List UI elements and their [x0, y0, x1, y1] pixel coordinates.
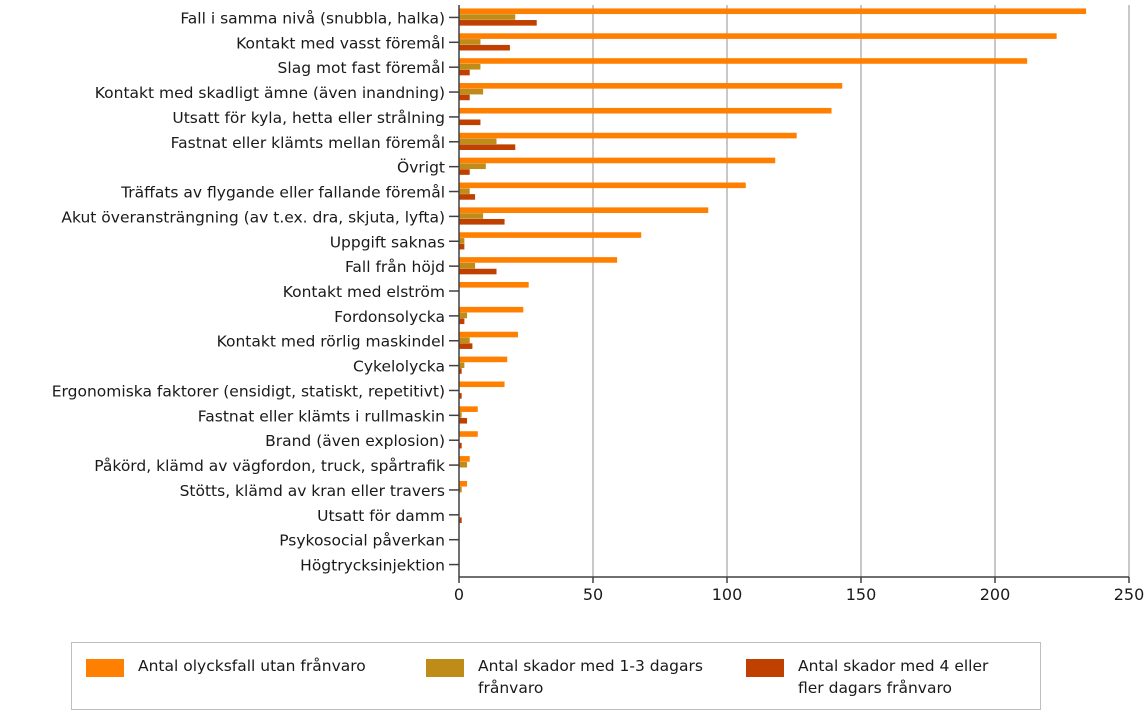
x-tick-label: 150	[846, 585, 877, 604]
bar	[459, 232, 642, 238]
y-tick-label: Uppgift saknas	[330, 233, 445, 251]
bar	[459, 83, 843, 89]
bar	[459, 144, 516, 150]
y-tick-label: Stötts, klämd av kran eller travers	[180, 482, 445, 500]
bar-chart: Fall i samma nivå (snubbla, halka) Kontak…	[52, 5, 1145, 604]
bar	[459, 88, 484, 95]
bar	[459, 343, 473, 349]
x-tick-label: 50	[583, 585, 603, 604]
bar	[459, 431, 478, 437]
legend-item-4-plus-days: Antal skador med 4 eller fler dagars frå…	[746, 655, 988, 699]
x-tick-label: 100	[712, 585, 743, 604]
bar	[459, 163, 486, 170]
legend-swatch-no-absence	[86, 659, 124, 677]
bar	[459, 194, 476, 200]
bar	[459, 63, 481, 70]
y-tick-label: Övrigt	[397, 158, 445, 177]
y-tick-label: Kontakt med elström	[283, 283, 445, 301]
bar	[459, 69, 470, 76]
bar	[459, 238, 465, 244]
y-tick-label: Fastnat eller klämts i rullmaskin	[198, 407, 445, 425]
bar	[459, 456, 470, 462]
bar	[459, 362, 465, 369]
y-tick-label: Träffats av flygande eller fallande före…	[120, 184, 445, 202]
bar	[459, 262, 476, 269]
bar	[459, 312, 468, 319]
bar	[459, 442, 462, 449]
bar	[459, 406, 478, 412]
bar	[459, 107, 832, 114]
bar	[459, 44, 510, 51]
bar	[459, 480, 468, 487]
bar	[459, 331, 518, 338]
y-tick-label: Högtrycksinjektion	[300, 557, 445, 575]
legend-swatch-4-plus-days	[746, 659, 784, 677]
y-tick-label: Psykosocial påverkan	[279, 532, 445, 550]
bar	[459, 207, 709, 213]
bar	[459, 268, 497, 275]
y-tick-label: Ergonomiska faktorer (ensidigt, statiskt…	[52, 382, 445, 400]
x-tick-label: 0	[454, 585, 464, 604]
y-tick-label: Påkörd, klämd av vägfordon, truck, spårt…	[94, 457, 445, 475]
bar	[459, 243, 465, 250]
y-tick-label: Akut överansträngning (av t.ex. dra, skj…	[61, 208, 445, 226]
y-tick-label: Kontakt med skadligt ämne (även inandnin…	[95, 84, 445, 102]
bar	[459, 169, 470, 175]
y-tick-label: Brand (även explosion)	[265, 432, 445, 450]
bar	[459, 337, 470, 344]
bar	[459, 132, 797, 139]
legend-swatch-1-3-days	[426, 659, 464, 677]
y-tick-label: Fordonsolycka	[334, 308, 445, 326]
bar	[459, 119, 481, 126]
bar	[459, 218, 505, 225]
legend-item-no-absence: Antal olycksfall utan frånvaro	[86, 655, 366, 677]
bar	[459, 8, 1087, 15]
bar	[459, 282, 529, 288]
bar	[459, 368, 462, 374]
bar	[459, 58, 1028, 64]
bar	[459, 94, 470, 101]
bar	[459, 157, 776, 164]
y-tick-label: Kontakt med rörlig maskindel	[217, 333, 445, 351]
bar	[459, 318, 465, 325]
y-tick-label: Fall i samma nivå (snubbla, halka)	[180, 9, 445, 27]
bar	[459, 381, 505, 388]
y-tick-label: Slag mot fast föremål	[278, 59, 445, 77]
bar	[459, 356, 508, 363]
chart-legend: Antal olycksfall utan frånvaro Antal ska…	[71, 642, 1041, 710]
bar	[459, 182, 746, 189]
bar	[459, 486, 462, 493]
y-tick-label: Utsatt för kyla, hetta eller strålning	[172, 109, 445, 127]
bar	[459, 417, 468, 424]
bar	[459, 306, 524, 313]
legend-label-no-absence: Antal olycksfall utan frånvaro	[138, 657, 366, 675]
bar	[459, 257, 618, 263]
bar	[459, 138, 497, 145]
y-tick-label: Cykelolycka	[353, 358, 445, 376]
y-tick-label: Kontakt med vasst föremål	[236, 34, 445, 52]
x-tick-label: 250	[1114, 585, 1145, 604]
bar	[459, 33, 1057, 39]
bar	[459, 517, 462, 524]
x-tick-label: 200	[980, 585, 1011, 604]
bar	[459, 20, 537, 26]
y-tick-label: Fall från höjd	[345, 258, 445, 276]
y-tick-label: Fastnat eller klämts mellan föremål	[171, 134, 445, 152]
bar	[459, 412, 462, 418]
bar	[459, 39, 481, 45]
legend-label-1-3-days: Antal skador med 1-3 dagars frånvaro	[478, 657, 703, 697]
bar	[459, 393, 462, 399]
legend-item-1-3-days: Antal skador med 1-3 dagars frånvaro	[426, 655, 703, 699]
legend-label-4-plus-days: Antal skador med 4 eller fler dagars frå…	[798, 657, 989, 697]
bar	[459, 14, 516, 20]
bar	[459, 213, 484, 219]
bar	[459, 461, 468, 468]
bar	[459, 188, 470, 194]
y-tick-label: Utsatt för damm	[317, 507, 445, 525]
